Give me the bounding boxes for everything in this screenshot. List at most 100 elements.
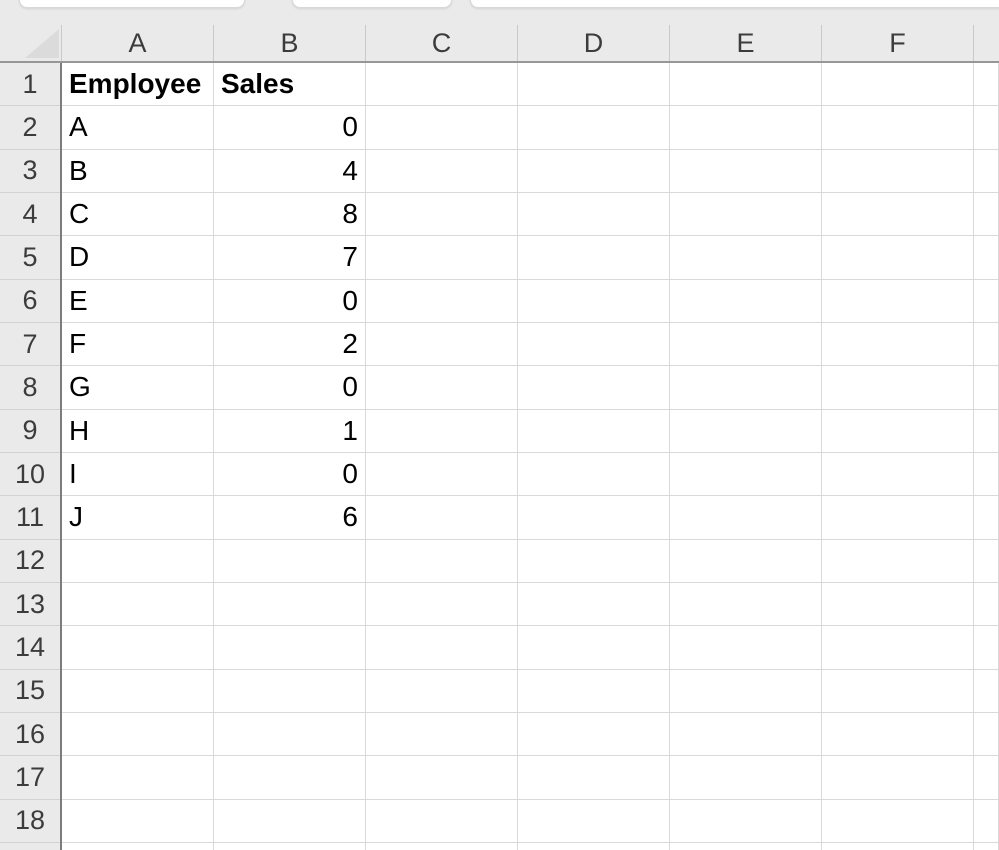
column-header-F[interactable]: F <box>822 25 974 61</box>
name-box-remnant[interactable] <box>19 0 245 8</box>
cell-B12[interactable] <box>214 539 366 583</box>
cell-F16[interactable] <box>822 712 974 757</box>
column-header-C[interactable]: C <box>366 25 518 61</box>
cell-E5[interactable] <box>670 236 822 280</box>
row-header-10[interactable]: 10 <box>0 453 60 497</box>
cell-G9[interactable] <box>974 409 999 453</box>
cell-B2[interactable]: 0 <box>214 106 366 150</box>
cell-C15[interactable] <box>366 669 518 713</box>
cell-G14[interactable] <box>974 626 999 670</box>
cell-E9[interactable] <box>670 409 822 453</box>
cell-D18[interactable] <box>518 799 670 843</box>
cell-B14[interactable] <box>214 626 366 670</box>
cell-D8[interactable] <box>518 366 670 410</box>
cell-A7[interactable]: F <box>62 322 214 367</box>
column-header-partial[interactable] <box>974 25 999 61</box>
cell-F14[interactable] <box>822 626 974 670</box>
cell-C14[interactable] <box>366 626 518 670</box>
cell-D12[interactable] <box>518 539 670 583</box>
cell-D11[interactable] <box>518 496 670 540</box>
cell-G12[interactable] <box>974 539 999 583</box>
cell-A3[interactable]: B <box>62 149 214 193</box>
cell-G2[interactable] <box>974 106 999 150</box>
row-header-9[interactable]: 9 <box>0 410 60 453</box>
cell-B16[interactable] <box>214 712 366 757</box>
cell-G16[interactable] <box>974 712 999 757</box>
cell-A5[interactable]: D <box>62 236 214 280</box>
cell-E1[interactable] <box>670 63 822 107</box>
cell-E11[interactable] <box>670 496 822 540</box>
toolbar-fragment-remnant[interactable] <box>292 0 452 8</box>
cell-F10[interactable] <box>822 452 974 497</box>
cell-E4[interactable] <box>670 192 822 237</box>
cell-E12[interactable] <box>670 539 822 583</box>
cell-A17[interactable] <box>62 756 214 800</box>
cell-C13[interactable] <box>366 582 518 627</box>
row-header-7[interactable]: 7 <box>0 323 60 367</box>
cell-B8[interactable]: 0 <box>214 366 366 410</box>
cell-C7[interactable] <box>366 322 518 367</box>
row-header-partial[interactable] <box>0 843 60 850</box>
cell-B15[interactable] <box>214 669 366 713</box>
cell-E14[interactable] <box>670 626 822 670</box>
column-header-D[interactable]: D <box>518 25 670 61</box>
cell-D7[interactable] <box>518 322 670 367</box>
cell-A16[interactable] <box>62 712 214 757</box>
cell-A1[interactable]: Employee <box>62 63 214 107</box>
cell-F8[interactable] <box>822 366 974 410</box>
cell-F13[interactable] <box>822 582 974 627</box>
cell-C12[interactable] <box>366 539 518 583</box>
cell-C18[interactable] <box>366 799 518 843</box>
cell-B19[interactable] <box>214 842 366 850</box>
cell-C17[interactable] <box>366 756 518 800</box>
cell-G10[interactable] <box>974 452 999 497</box>
cell-F19[interactable] <box>822 842 974 850</box>
cell-G7[interactable] <box>974 322 999 367</box>
cell-F4[interactable] <box>822 192 974 237</box>
cell-A11[interactable]: J <box>62 496 214 540</box>
cell-D1[interactable] <box>518 63 670 107</box>
cell-A9[interactable]: H <box>62 409 214 453</box>
cell-E15[interactable] <box>670 669 822 713</box>
select-all-corner[interactable] <box>0 25 62 61</box>
cell-D9[interactable] <box>518 409 670 453</box>
cell-C6[interactable] <box>366 279 518 323</box>
cell-B1[interactable]: Sales <box>214 63 366 107</box>
row-header-15[interactable]: 15 <box>0 670 60 713</box>
cell-G4[interactable] <box>974 192 999 237</box>
cell-E7[interactable] <box>670 322 822 367</box>
row-header-3[interactable]: 3 <box>0 150 60 193</box>
cell-B18[interactable] <box>214 799 366 843</box>
cell-D14[interactable] <box>518 626 670 670</box>
row-header-2[interactable]: 2 <box>0 106 60 150</box>
cell-F9[interactable] <box>822 409 974 453</box>
cell-F3[interactable] <box>822 149 974 193</box>
cell-C1[interactable] <box>366 63 518 107</box>
cell-B3[interactable]: 4 <box>214 149 366 193</box>
cell-B13[interactable] <box>214 582 366 627</box>
row-header-5[interactable]: 5 <box>0 236 60 280</box>
cell-F18[interactable] <box>822 799 974 843</box>
cell-F11[interactable] <box>822 496 974 540</box>
cell-A2[interactable]: A <box>62 106 214 150</box>
row-header-8[interactable]: 8 <box>0 366 60 410</box>
cell-G19[interactable] <box>974 842 999 850</box>
cell-G11[interactable] <box>974 496 999 540</box>
row-header-6[interactable]: 6 <box>0 280 60 323</box>
row-header-17[interactable]: 17 <box>0 756 60 800</box>
cell-B17[interactable] <box>214 756 366 800</box>
cell-C9[interactable] <box>366 409 518 453</box>
cell-C10[interactable] <box>366 452 518 497</box>
cell-A15[interactable] <box>62 669 214 713</box>
cell-A13[interactable] <box>62 582 214 627</box>
cell-F6[interactable] <box>822 279 974 323</box>
row-header-18[interactable]: 18 <box>0 800 60 843</box>
cell-B5[interactable]: 7 <box>214 236 366 280</box>
column-header-A[interactable]: A <box>62 25 214 61</box>
cell-F2[interactable] <box>822 106 974 150</box>
cell-E18[interactable] <box>670 799 822 843</box>
cell-C8[interactable] <box>366 366 518 410</box>
cell-B10[interactable]: 0 <box>214 452 366 497</box>
cell-E19[interactable] <box>670 842 822 850</box>
cell-D2[interactable] <box>518 106 670 150</box>
